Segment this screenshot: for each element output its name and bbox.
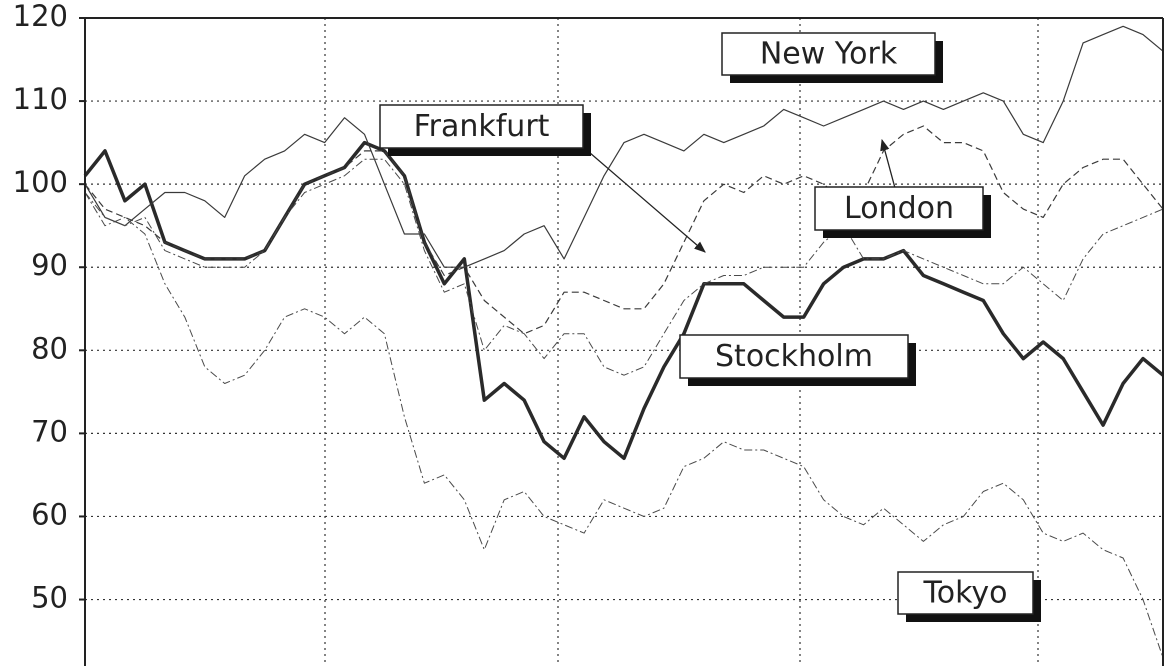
series-line	[84, 25, 1164, 268]
y-tick-label: 120	[13, 0, 68, 33]
label-box	[379, 104, 584, 149]
series-label: Frankfurt	[414, 109, 550, 144]
label-box	[814, 186, 984, 231]
y-tick-label: 80	[31, 331, 68, 365]
london-arrow	[880, 138, 896, 189]
y-tick-label: 110	[13, 82, 68, 116]
y-tick-label: 60	[31, 497, 68, 531]
y-tick-label: 70	[31, 414, 68, 448]
series-label: Stockholm	[715, 339, 873, 374]
series-line	[84, 158, 1164, 376]
y-tick-label: 50	[31, 581, 68, 615]
label-box	[679, 334, 909, 379]
series-label: London	[844, 191, 954, 226]
frankfurt-arrow	[574, 139, 706, 253]
labels: Stockholm New York London Frankfurt Tokyo	[379, 32, 1041, 622]
series-line	[84, 125, 1164, 335]
lines	[83, 25, 1165, 658]
series-label: Tokyo	[923, 576, 1008, 611]
grid	[79, 17, 1163, 666]
series-label: New York	[760, 37, 898, 72]
series-line	[84, 192, 1164, 658]
y-tick-label: 100	[13, 165, 68, 199]
label-box	[721, 32, 936, 76]
series-line	[83, 140, 1165, 461]
y-tick-label: 90	[31, 248, 68, 282]
label-box	[897, 571, 1034, 615]
